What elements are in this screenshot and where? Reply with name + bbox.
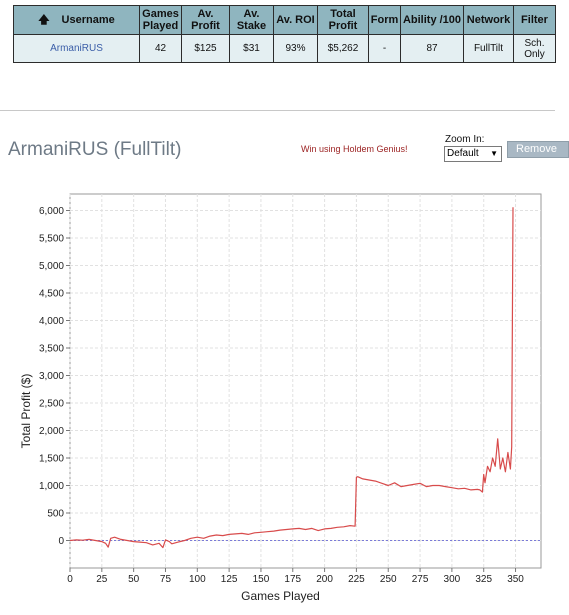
column-header-form[interactable]: Form [368, 5, 401, 35]
x-tick-label: 225 [348, 574, 365, 585]
column-header-filter[interactable]: Filter [513, 5, 556, 35]
x-tick-label: 25 [96, 574, 108, 585]
y-tick-label: 5,500 [39, 234, 64, 245]
cell-games-played: 42 [139, 34, 182, 63]
x-tick-label: 350 [507, 574, 524, 585]
column-header-games-played[interactable]: Games Played [139, 5, 182, 35]
y-tick-label: 3,000 [39, 371, 64, 382]
x-tick-label: 50 [128, 574, 140, 585]
y-tick-label: 2,000 [39, 426, 64, 437]
y-tick-label: 1,500 [39, 454, 64, 465]
remove-button[interactable]: Remove [507, 141, 569, 158]
x-tick-label: 75 [160, 574, 172, 585]
x-tick-label: 100 [189, 574, 206, 585]
x-tick-label: 150 [253, 574, 270, 585]
cell-username-link[interactable]: ArmaniRUS [13, 34, 140, 63]
y-tick-label: 5,000 [39, 261, 64, 272]
cell-total-profit: $5,262 [317, 34, 369, 63]
promo-link[interactable]: Win using Holdem Genius! [301, 144, 408, 154]
y-tick-label: 6,000 [39, 206, 64, 217]
y-tick-label: 500 [47, 509, 64, 520]
y-tick-label: 2,500 [39, 399, 64, 410]
x-tick-label: 275 [412, 574, 429, 585]
column-header-username[interactable]: 🡅 Username [13, 5, 140, 35]
profit-series-line [69, 207, 514, 549]
cell-av-roi: 93% [273, 34, 318, 63]
table-row: ArmaniRUS 42 $125 $31 93% $5,262 - 87 Fu… [13, 34, 556, 63]
sort-up-arrow-icon[interactable]: 🡅 [38, 14, 50, 26]
column-header-ability[interactable]: Ability /100 [400, 5, 464, 35]
chevron-down-icon: ▼ [490, 149, 498, 158]
x-tick-label: 125 [221, 574, 238, 585]
cell-form: - [368, 34, 401, 63]
plot-area [69, 193, 542, 569]
column-header-label: Username [61, 14, 115, 26]
x-tick-label: 0 [67, 574, 73, 585]
y-tick-label: 4,000 [39, 316, 64, 327]
cell-av-stake: $31 [229, 34, 274, 63]
player-title: ArmaniRUS (FullTilt) [8, 139, 182, 160]
y-tick-label: 1,000 [39, 481, 64, 492]
column-header-total-profit[interactable]: Total Profit [317, 5, 369, 35]
cell-network: FullTilt [463, 34, 514, 63]
zoom-label: Zoom In: [445, 134, 485, 145]
zoom-select-value: Default [447, 148, 479, 159]
column-header-av-profit[interactable]: Av. Profit [181, 5, 230, 35]
x-tick-label: 200 [316, 574, 333, 585]
x-tick-label: 250 [380, 574, 397, 585]
x-axis-label: Games Played [241, 589, 320, 603]
column-header-av-roi[interactable]: Av. ROI [273, 5, 318, 35]
column-header-network[interactable]: Network [463, 5, 514, 35]
cell-filter: Sch. Only [513, 34, 556, 63]
x-tick-label: 175 [284, 574, 301, 585]
y-tick-label: 4,500 [39, 289, 64, 300]
table-header-row: 🡅 Username Games Played Av. Profit Av. S… [13, 5, 556, 35]
y-tick-label: 3,500 [39, 344, 64, 355]
x-tick-label: 325 [475, 574, 492, 585]
y-tick-label: 0 [58, 536, 64, 547]
x-tick-label: 300 [444, 574, 461, 585]
y-axis-label: Total Profit ($) [19, 374, 33, 449]
zoom-select[interactable]: Default ▼ [444, 146, 502, 162]
cell-ability: 87 [400, 34, 464, 63]
column-header-av-stake[interactable]: Av. Stake [229, 5, 274, 35]
profit-chart: 0 25 50 75 100 125 150 175 200 225 250 275 300 325 350… [19, 193, 542, 603]
player-stats-table: 🡅 Username Games Played Av. Profit Av. S… [13, 5, 556, 63]
section-divider [0, 110, 555, 111]
cell-av-profit: $125 [181, 34, 230, 63]
